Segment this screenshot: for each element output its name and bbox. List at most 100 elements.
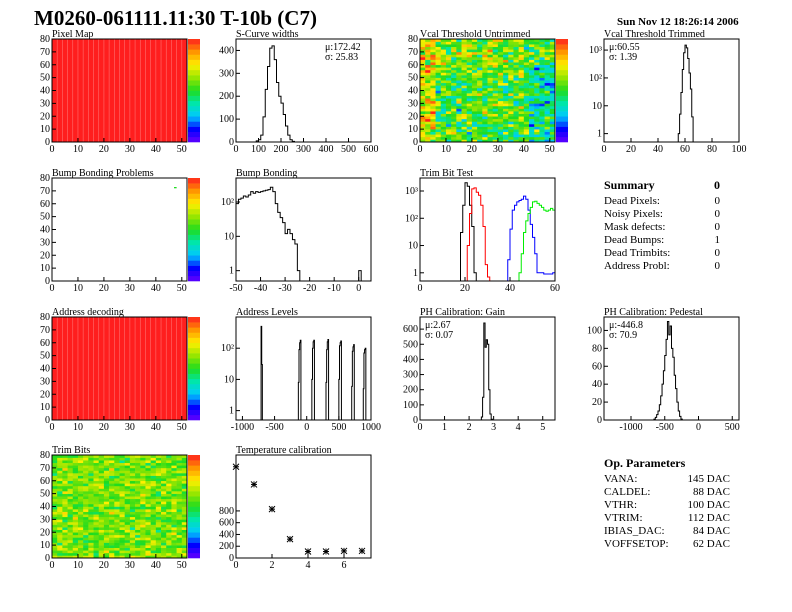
heatmap-cell: [98, 537, 105, 541]
heatmap-cell: [98, 475, 105, 479]
heatmap-cell: [513, 69, 519, 73]
heatmap-cell: [109, 491, 115, 494]
heatmap-cell: [155, 465, 162, 469]
heatmap-cell: [487, 69, 493, 73]
x-tick-label: -500: [265, 422, 283, 433]
heatmap-cell: [508, 64, 514, 68]
colorbar-segment: [188, 547, 200, 554]
heatmap-cell: [93, 547, 100, 551]
heatmap-cell: [523, 123, 530, 127]
heatmap-cell: [62, 521, 68, 525]
heatmap-cell: [145, 514, 151, 518]
heatmap-cell: [518, 134, 525, 138]
row-value: 0: [714, 247, 721, 259]
heatmap-cell: [135, 488, 141, 492]
heatmap-cell: [166, 545, 172, 548]
heatmap-cell: [135, 480, 141, 484]
heatmap-cell: [466, 121, 473, 125]
heatmap-cell: [124, 524, 131, 528]
heatmap-cell: [425, 41, 431, 45]
heatmap-cell: [119, 516, 125, 520]
histogram-series: [338, 340, 342, 420]
heatmap-cell: [435, 131, 442, 135]
heatmap-cell: [67, 503, 74, 507]
heatmap-cell: [518, 69, 525, 73]
heatmap-cell: [109, 455, 115, 458]
heatmap-cell: [435, 82, 442, 86]
heatmap-cell: [62, 467, 68, 471]
heatmap-cell: [549, 77, 556, 81]
heatmap-cell: [549, 54, 556, 58]
heatmap-cell: [435, 129, 442, 132]
heatmap-cell: [135, 473, 141, 476]
heatmap-cell: [544, 93, 551, 96]
heatmap-cell: [420, 129, 426, 132]
heatmap-cell: [534, 57, 540, 60]
heatmap-cell: [477, 105, 483, 109]
heatmap-cell: [57, 473, 63, 476]
heatmap-cell: [155, 478, 162, 482]
heatmap-cell: [171, 524, 177, 528]
heatmap-cell: [171, 542, 177, 546]
heatmap-cell: [477, 134, 483, 138]
heatmap-cell: [72, 519, 79, 523]
heatmap-cell: [129, 514, 136, 518]
heatmap-cell: [57, 542, 63, 546]
heatmap-cell: [435, 98, 442, 102]
heatmap-cell: [77, 501, 84, 505]
heatmap-cell: [171, 475, 177, 479]
x-tick-label: 0: [696, 422, 701, 433]
heatmap-cell: [176, 470, 183, 474]
heatmap-cell: [549, 44, 556, 48]
heatmap-cell: [471, 93, 478, 96]
heatmap-cell: [487, 64, 493, 68]
heatmap-cell: [155, 498, 162, 502]
heatmap-cell: [135, 493, 141, 497]
heatmap-cell: [93, 552, 100, 556]
heatmap-cell: [129, 462, 136, 466]
heatmap-cell: [103, 532, 110, 536]
heatmap-cell: [440, 95, 447, 99]
heatmap-cell: [109, 529, 115, 533]
heatmap-cell: [503, 67, 509, 71]
heatmap-cell: [124, 488, 131, 492]
heatmap-cell: [529, 126, 535, 130]
heatmap-cell: [508, 54, 514, 58]
heatmap-cell: [150, 462, 157, 466]
colorbar-segment: [188, 136, 200, 143]
heatmap-cell: [114, 465, 120, 469]
point-marker: [322, 548, 330, 555]
heatmap-cell: [166, 521, 172, 525]
heatmap-cell: [425, 139, 431, 143]
heatmap-cell: [103, 473, 110, 476]
heatmap-cell: [155, 462, 162, 466]
heatmap-cell: [114, 493, 120, 497]
colorbar-segment: [188, 255, 200, 261]
heatmap-cell: [114, 534, 120, 538]
heatmap-cell: [503, 123, 509, 127]
heatmap-cell: [62, 542, 68, 546]
heatmap-cell: [477, 118, 483, 122]
heatmap-cell: [430, 126, 436, 130]
heatmap-cell: [103, 457, 110, 461]
heatmap-cell: [508, 131, 514, 135]
heatmap-cell: [544, 69, 551, 73]
y-tick-label: 300: [403, 370, 418, 381]
heatmap-cell: [503, 85, 509, 89]
heatmap-cell: [503, 41, 509, 45]
heatmap-cell: [140, 539, 146, 543]
row-label: Address Probl:: [604, 260, 670, 272]
heatmap-cell: [155, 521, 162, 525]
heatmap-cell: [129, 532, 136, 536]
heatmap-cell: [456, 75, 462, 78]
heatmap-cell: [52, 506, 58, 510]
heatmap-cell: [114, 498, 120, 502]
row-label: IBIAS_DAC:: [604, 525, 665, 537]
heatmap-cell: [425, 108, 431, 112]
heatmap-cell: [119, 503, 125, 507]
heatmap-cell: [98, 539, 105, 543]
heatmap-cell: [166, 491, 172, 494]
heatmap-cell: [114, 529, 120, 533]
heatmap-cell: [109, 552, 115, 556]
